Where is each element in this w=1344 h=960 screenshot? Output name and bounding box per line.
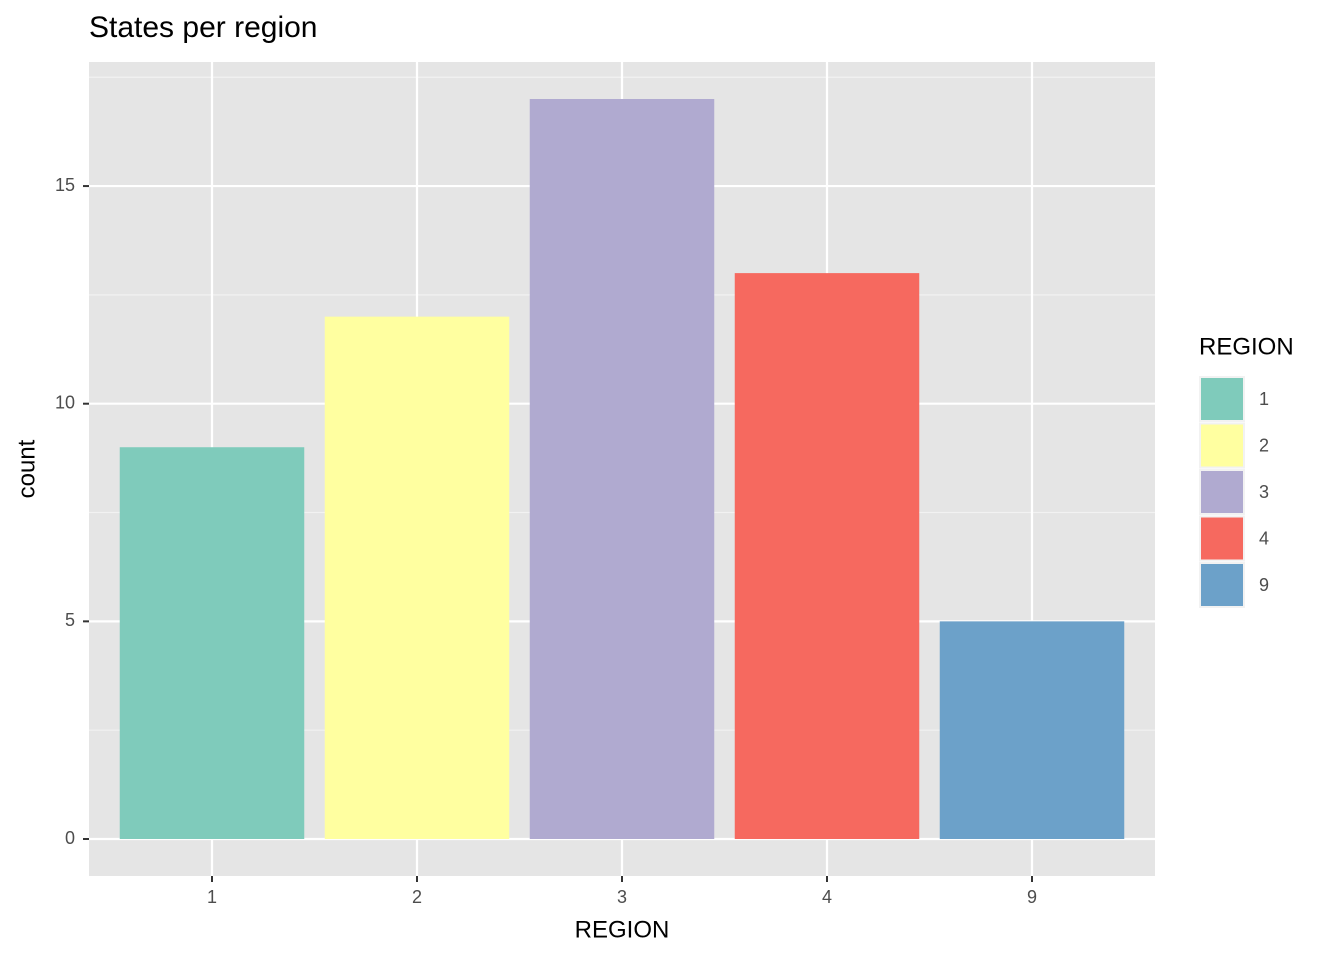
x-tick-label: 2 [412, 887, 422, 907]
legend-title: REGION [1199, 333, 1294, 360]
y-tick-label: 10 [55, 392, 75, 412]
legend-label: 9 [1259, 575, 1269, 595]
legend-swatch [1201, 378, 1243, 420]
legend-swatch [1201, 517, 1243, 560]
bar [119, 447, 305, 839]
legend-swatch [1201, 564, 1243, 606]
legend-label: 4 [1259, 528, 1269, 548]
x-tick-label: 3 [617, 887, 627, 907]
x-tick-label: 1 [207, 887, 217, 907]
legend-swatch [1201, 471, 1243, 513]
bar [324, 316, 510, 839]
y-tick-label: 15 [55, 175, 75, 195]
y-axis-title: count [13, 439, 40, 498]
legend-label: 2 [1259, 435, 1269, 455]
legend-label: 3 [1259, 482, 1269, 502]
bar [734, 273, 920, 839]
bar [939, 621, 1125, 839]
x-tick-label: 9 [1027, 887, 1037, 907]
x-axis-title: REGION [575, 916, 670, 943]
y-tick-label: 0 [65, 828, 75, 848]
y-tick-label: 5 [65, 610, 75, 630]
x-tick-label: 4 [822, 887, 832, 907]
chart-title: States per region [89, 11, 317, 44]
legend-swatch [1201, 424, 1243, 467]
legend-label: 1 [1259, 389, 1269, 409]
bar [529, 99, 715, 839]
